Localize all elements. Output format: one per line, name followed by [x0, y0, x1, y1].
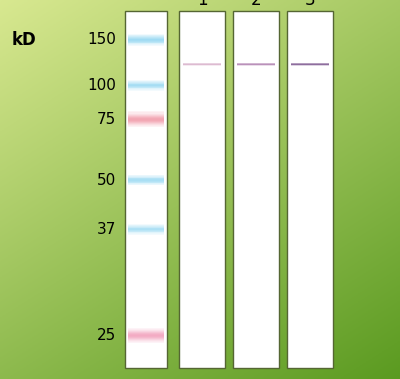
Bar	[128, 41, 164, 42]
Bar	[128, 339, 164, 340]
Text: 37: 37	[97, 222, 116, 237]
Bar	[128, 229, 164, 230]
Bar	[128, 228, 164, 229]
Bar	[128, 341, 164, 343]
Bar	[128, 233, 164, 234]
Bar	[128, 120, 164, 121]
Text: 75: 75	[97, 112, 116, 127]
Bar	[128, 226, 164, 227]
Bar	[128, 225, 164, 226]
Bar	[128, 230, 164, 231]
Bar	[128, 42, 164, 44]
Bar	[128, 37, 164, 38]
Bar	[128, 119, 164, 120]
Bar	[128, 90, 164, 91]
Bar	[128, 80, 164, 81]
Bar	[183, 64, 221, 65]
Bar	[179, 11, 225, 368]
Bar	[128, 83, 164, 84]
Bar	[291, 64, 329, 65]
Bar	[128, 113, 164, 114]
Bar	[128, 179, 164, 180]
Bar	[128, 175, 164, 176]
Text: 2: 2	[251, 0, 261, 9]
Bar	[128, 123, 164, 124]
Bar	[128, 234, 164, 235]
Bar	[183, 63, 221, 64]
Bar	[128, 224, 164, 225]
Bar	[128, 124, 164, 125]
Bar	[128, 85, 164, 86]
Bar	[128, 81, 164, 82]
Bar	[128, 89, 164, 90]
Bar	[128, 88, 164, 89]
Bar	[128, 332, 164, 333]
Bar	[128, 125, 164, 126]
Bar	[128, 114, 164, 116]
Bar	[128, 38, 164, 39]
Bar	[128, 116, 164, 117]
Bar	[128, 183, 164, 184]
Bar	[128, 177, 164, 178]
Bar	[128, 121, 164, 122]
Bar	[128, 126, 164, 127]
Bar	[128, 328, 164, 329]
Bar	[128, 338, 164, 339]
Bar	[128, 86, 164, 87]
Text: 50: 50	[97, 172, 116, 188]
Bar	[128, 331, 164, 332]
Bar	[128, 118, 164, 119]
Bar	[128, 335, 164, 336]
Bar	[128, 337, 164, 338]
Bar	[237, 65, 275, 66]
Bar	[287, 11, 333, 368]
Bar	[128, 36, 164, 37]
Bar	[128, 182, 164, 183]
Bar	[128, 333, 164, 334]
Bar	[128, 117, 164, 118]
Bar	[125, 11, 167, 368]
Bar	[128, 122, 164, 123]
Bar	[128, 40, 164, 41]
Bar	[128, 178, 164, 179]
Bar	[128, 84, 164, 85]
Bar	[233, 11, 279, 368]
Bar	[291, 65, 329, 66]
Bar	[128, 176, 164, 177]
Bar	[128, 340, 164, 341]
Bar	[128, 181, 164, 182]
Bar	[128, 35, 164, 36]
Bar	[128, 44, 164, 45]
Text: 3: 3	[305, 0, 315, 9]
Text: 150: 150	[87, 32, 116, 47]
Text: 1: 1	[197, 0, 207, 9]
Text: 25: 25	[97, 328, 116, 343]
Bar	[128, 334, 164, 335]
Bar	[128, 87, 164, 88]
Bar	[128, 45, 164, 46]
Bar	[128, 329, 164, 330]
Bar	[183, 65, 221, 66]
Bar	[128, 111, 164, 113]
Bar	[128, 330, 164, 331]
Bar	[291, 63, 329, 64]
Bar	[128, 39, 164, 40]
Bar	[128, 231, 164, 232]
Bar	[237, 63, 275, 64]
Text: 100: 100	[87, 78, 116, 93]
Bar	[128, 227, 164, 228]
Bar	[237, 64, 275, 65]
Bar	[128, 82, 164, 83]
Bar	[128, 232, 164, 233]
Bar	[128, 180, 164, 181]
Bar	[128, 184, 164, 185]
Bar	[128, 34, 164, 35]
Text: kD: kD	[12, 31, 37, 49]
Bar	[128, 336, 164, 337]
